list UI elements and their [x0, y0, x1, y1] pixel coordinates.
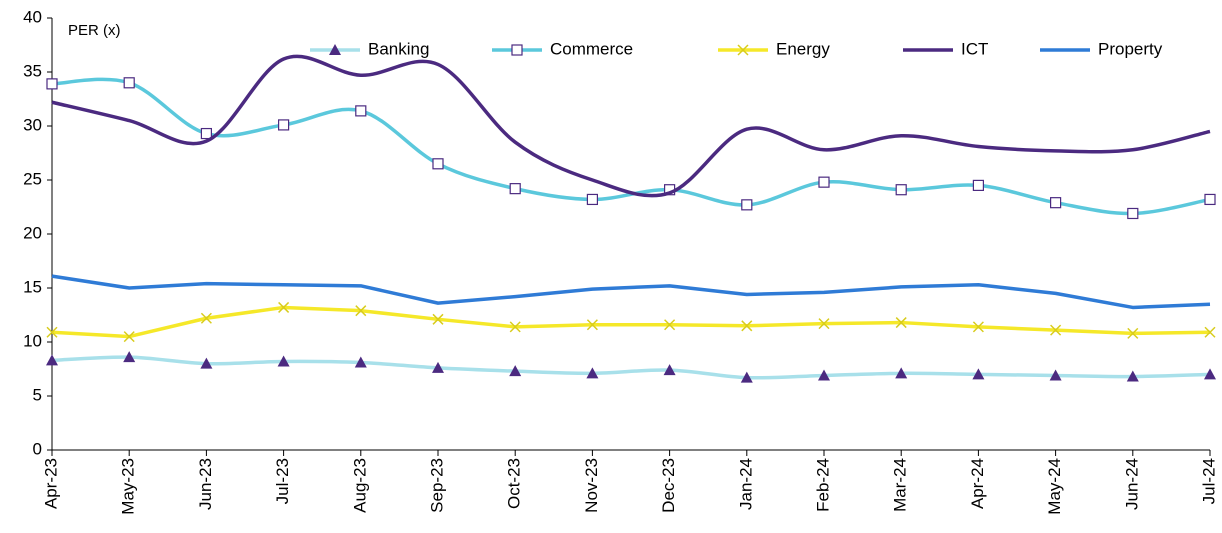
marker — [355, 105, 367, 117]
marker — [200, 312, 212, 324]
legend-label: Property — [1098, 39, 1163, 58]
marker — [432, 313, 444, 325]
x-tick-label: Jul-24 — [1199, 458, 1218, 504]
marker — [278, 301, 290, 313]
x-tick-label: Mar-24 — [891, 458, 910, 512]
marker — [1127, 327, 1139, 339]
y-tick-label: 0 — [33, 439, 42, 458]
marker — [200, 357, 213, 369]
marker — [278, 119, 290, 131]
marker — [895, 367, 908, 379]
x-tick-label: Sep-23 — [427, 458, 446, 513]
marker — [818, 369, 830, 381]
line — [51, 305, 1211, 339]
marker — [355, 305, 367, 317]
marker — [46, 326, 58, 338]
marker — [329, 44, 341, 55]
x-tick-label: Aug-23 — [350, 458, 369, 513]
marker — [1204, 326, 1216, 338]
marker — [972, 179, 985, 191]
marker — [1049, 197, 1062, 209]
y-tick-label: 35 — [23, 61, 42, 80]
line — [51, 274, 1211, 310]
x-tick-label: Oct-23 — [505, 458, 524, 509]
marker — [432, 158, 444, 170]
marker — [509, 365, 522, 377]
y-tick-label: 20 — [23, 223, 42, 242]
line — [51, 355, 1211, 380]
marker — [1127, 207, 1139, 220]
marker — [46, 354, 58, 366]
x-tick-label: Apr-23 — [41, 458, 60, 509]
legend-label: Commerce — [550, 39, 633, 58]
marker — [123, 331, 135, 343]
marker — [895, 184, 907, 196]
x-tick-label: Apr-24 — [968, 458, 987, 509]
marker — [432, 361, 444, 373]
marker — [1050, 324, 1062, 336]
marker — [509, 321, 521, 333]
x-tick-label: Feb-24 — [813, 458, 832, 512]
line — [51, 77, 1211, 216]
marker — [200, 127, 212, 140]
marker — [586, 367, 599, 379]
y-tick-label: 30 — [23, 115, 42, 134]
marker — [972, 368, 985, 380]
marker — [1204, 193, 1216, 206]
marker — [509, 183, 521, 195]
marker — [586, 319, 598, 331]
x-tick-label: Dec-23 — [659, 458, 678, 513]
line — [51, 54, 1211, 198]
marker — [1049, 369, 1062, 381]
x-tick-label: May-23 — [119, 458, 138, 515]
marker — [740, 371, 753, 383]
marker — [895, 317, 907, 329]
marker — [972, 321, 984, 333]
marker — [46, 78, 58, 90]
marker — [586, 193, 599, 206]
y-tick-label: 10 — [23, 331, 42, 350]
x-tick-label: Jun-23 — [196, 458, 215, 510]
marker — [818, 318, 830, 330]
marker — [277, 355, 290, 367]
x-tick-label: Jan-24 — [736, 458, 755, 510]
y-tick-label: 5 — [33, 385, 42, 404]
marker — [354, 356, 367, 368]
legend-label: Energy — [776, 39, 830, 58]
x-tick-label: May-24 — [1045, 458, 1064, 515]
marker — [663, 364, 676, 376]
marker — [741, 320, 753, 332]
marker — [1204, 368, 1216, 380]
marker — [664, 319, 676, 331]
marker — [818, 176, 830, 188]
x-tick-label: Nov-23 — [582, 458, 601, 513]
legend-label: Banking — [368, 39, 429, 58]
marker — [123, 351, 136, 363]
legend-label: ICT — [961, 39, 988, 58]
y-tick-label: 15 — [23, 277, 42, 296]
y-axis-label: PER (x) — [68, 22, 121, 39]
x-tick-label: Jun-24 — [1122, 458, 1141, 510]
marker — [511, 44, 523, 56]
marker — [741, 199, 753, 211]
marker — [1126, 370, 1139, 382]
marker — [737, 44, 749, 56]
marker — [123, 77, 135, 89]
y-tick-label: 40 — [23, 7, 42, 26]
x-tick-label: Jul-23 — [273, 458, 292, 504]
y-tick-label: 25 — [23, 169, 42, 188]
